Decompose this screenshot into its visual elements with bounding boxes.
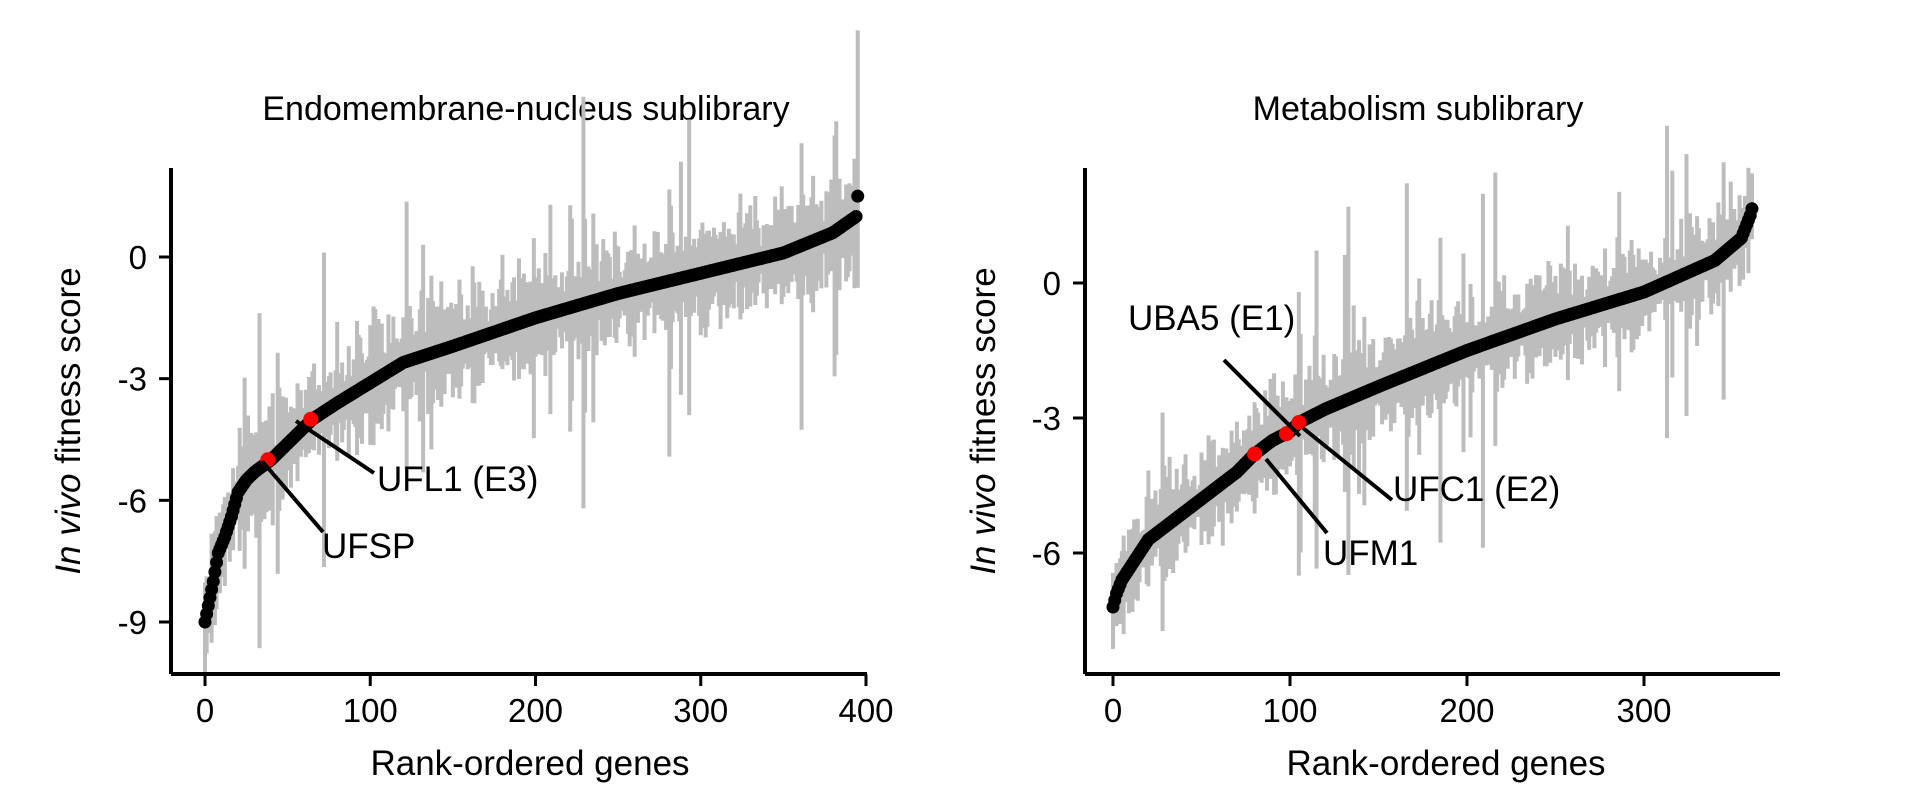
y-tick-label: -3 xyxy=(118,361,147,398)
y-ticks: 0 -3 -6 -9 xyxy=(118,239,171,641)
x-ticks: 0 100 200 300 400 xyxy=(196,674,894,729)
annotation-line-ufm1 xyxy=(1264,457,1329,535)
y-tick-label: -6 xyxy=(118,482,147,519)
annotation-line-ufc1 xyxy=(1301,426,1394,502)
x-tick-label: 100 xyxy=(1262,692,1317,729)
y-axis-title-rest: fitness score xyxy=(49,267,88,473)
y-tick-label: -3 xyxy=(1032,400,1061,437)
x-tick-label: 200 xyxy=(508,692,563,729)
x-tick-label: 400 xyxy=(838,692,893,729)
highlight-point xyxy=(303,411,319,427)
chart-title: Metabolism sublibrary xyxy=(1253,90,1584,128)
x-axis-title: Rank-ordered genes xyxy=(370,744,689,783)
x-tick-label: 300 xyxy=(1616,692,1671,729)
highlight-point xyxy=(1291,415,1307,430)
y-axis-title-rest: fitness score xyxy=(964,267,1003,473)
y-axis-title-italic: In vivo xyxy=(49,474,88,575)
x-axis-title: Rank-ordered genes xyxy=(1286,744,1605,783)
annotation-line-ufsp xyxy=(260,459,325,534)
x-tick-label: 0 xyxy=(1104,692,1122,729)
error-bars xyxy=(1111,125,1754,649)
y-axis-title: In vivo fitness score xyxy=(49,267,88,574)
x-tick-label: 200 xyxy=(1439,692,1494,729)
y-tick-label: 0 xyxy=(129,239,147,276)
x-tick-label: 100 xyxy=(343,692,398,729)
annotation-ufm1: UFM1 xyxy=(1323,534,1418,573)
x-tick-label: 0 xyxy=(196,692,214,729)
data-point xyxy=(851,189,865,203)
annotation-ufsp: UFSP xyxy=(322,527,415,566)
y-axis-title: In vivo fitness score xyxy=(964,267,1003,574)
annotation-ufc1: UFC1 (E2) xyxy=(1393,470,1560,509)
data-point xyxy=(849,209,863,223)
y-tick-label: -6 xyxy=(1032,535,1061,572)
data-points xyxy=(198,189,865,629)
highlighted-genes xyxy=(1247,415,1307,462)
y-ticks: 0 -3 -6 xyxy=(1032,265,1085,572)
chart-title: Endomembrane-nucleus sublibrary xyxy=(262,90,789,128)
y-tick-label: 0 xyxy=(1043,265,1061,302)
y-tick-label: -9 xyxy=(118,604,147,641)
annotation-line-ufl1 xyxy=(294,419,376,475)
chart-panel-metabolism: Metabolism sublibrary 0 100 200 300 0 -3 -6 R… xyxy=(964,90,1780,783)
highlight-point xyxy=(1278,426,1294,442)
data-point xyxy=(1745,202,1759,216)
annotation-ufl1: UFL1 (E3) xyxy=(377,460,538,499)
annotation-uba5: UBA5 (E1) xyxy=(1128,299,1295,338)
y-axis-title-italic: In vivo xyxy=(964,474,1003,575)
chart-panel-endomembrane: Endomembrane-nucleus sublibrary 0 100 200 3… xyxy=(49,30,894,783)
highlight-point xyxy=(1247,446,1263,462)
annotation-line-uba5 xyxy=(1222,358,1302,438)
x-tick-label: 300 xyxy=(673,692,728,729)
x-ticks: 0 100 200 300 xyxy=(1104,674,1672,729)
